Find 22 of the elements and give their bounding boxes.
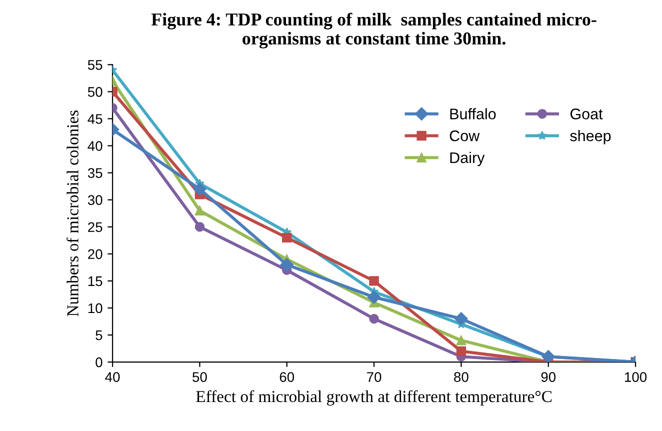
y-tick-label: 5: [96, 330, 102, 340]
y-tick-label: 0: [96, 357, 102, 368]
x-tick-label: 90: [541, 372, 556, 382]
y-tick-label: 10: [88, 303, 102, 314]
x-tick-label: 50: [192, 372, 207, 382]
y-tick-label: 50: [88, 87, 102, 97]
y-tick-label: 25: [88, 222, 102, 232]
y-tick-label: 55: [88, 60, 102, 70]
y-tick-label: 30: [88, 195, 102, 205]
x-tick-label: 70: [367, 372, 382, 382]
x-tick-label: 80: [454, 372, 468, 382]
y-tick-label: 15: [88, 276, 102, 286]
chart-title: Figure 4: TDP counting of milk samples cantained micro- organisms at constant time 30min.: [151, 12, 596, 48]
y-axis-title: Numbers of microbial colonies: [66, 110, 78, 316]
y-tick-label: 45: [88, 114, 102, 124]
x-axis-title: Effect of microbial growth at different temperature°C: [196, 390, 552, 406]
x-tick-label: 40: [105, 372, 120, 382]
y-tick-label: 35: [88, 168, 102, 178]
y-tick-label: 20: [88, 249, 102, 260]
y-tick-label: 40: [88, 141, 102, 151]
x-tick-label: 100: [624, 372, 647, 382]
x-tick-label: 60: [280, 372, 294, 382]
